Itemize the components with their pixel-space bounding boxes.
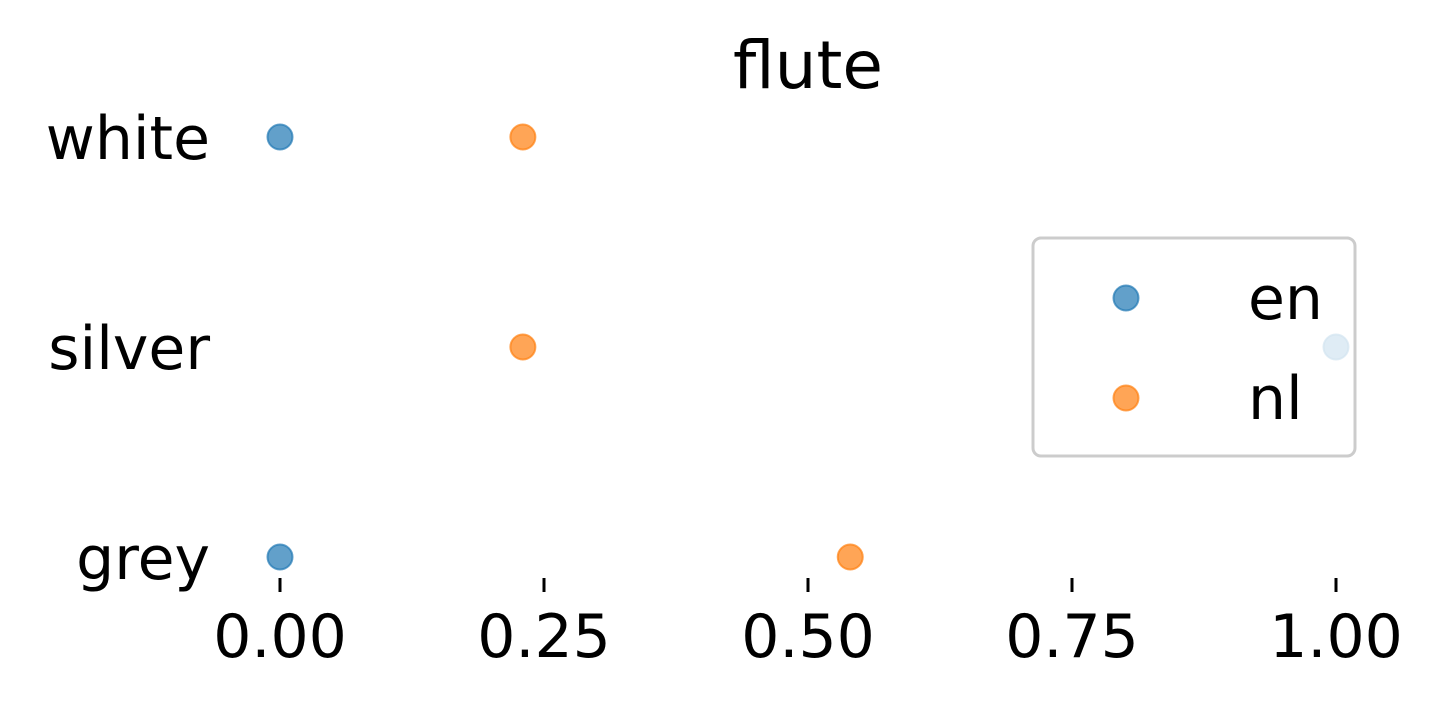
chart-title: flute <box>733 27 883 104</box>
y-axis: white silver grey <box>46 104 211 594</box>
legend-marker-nl <box>1112 384 1140 412</box>
x-tick-label: 0.50 <box>741 602 875 672</box>
x-tick-label: 0.00 <box>213 602 347 672</box>
legend: en nl <box>1031 236 1357 458</box>
y-tick-label-white: white <box>46 104 210 174</box>
legend-label-en: en <box>1248 264 1323 334</box>
legend-marker-en <box>1112 284 1140 312</box>
y-tick-label-silver: silver <box>48 314 210 384</box>
point-nl-white <box>509 123 537 151</box>
legend-entries: en nl <box>1112 264 1323 434</box>
point-nl-silver <box>509 333 537 361</box>
point-nl-grey <box>836 543 864 571</box>
x-tick-label: 0.25 <box>477 602 611 672</box>
plot-points <box>266 123 1350 571</box>
x-tick-label: 0.75 <box>1005 602 1139 672</box>
y-tick-label-grey: grey <box>76 524 210 594</box>
x-tick-label: 1.00 <box>1269 602 1403 672</box>
x-axis: 0.00 0.25 0.50 0.75 1.00 <box>213 578 1403 672</box>
point-en-white <box>266 123 294 151</box>
point-en-grey <box>266 543 294 571</box>
legend-label-nl: nl <box>1248 364 1303 434</box>
